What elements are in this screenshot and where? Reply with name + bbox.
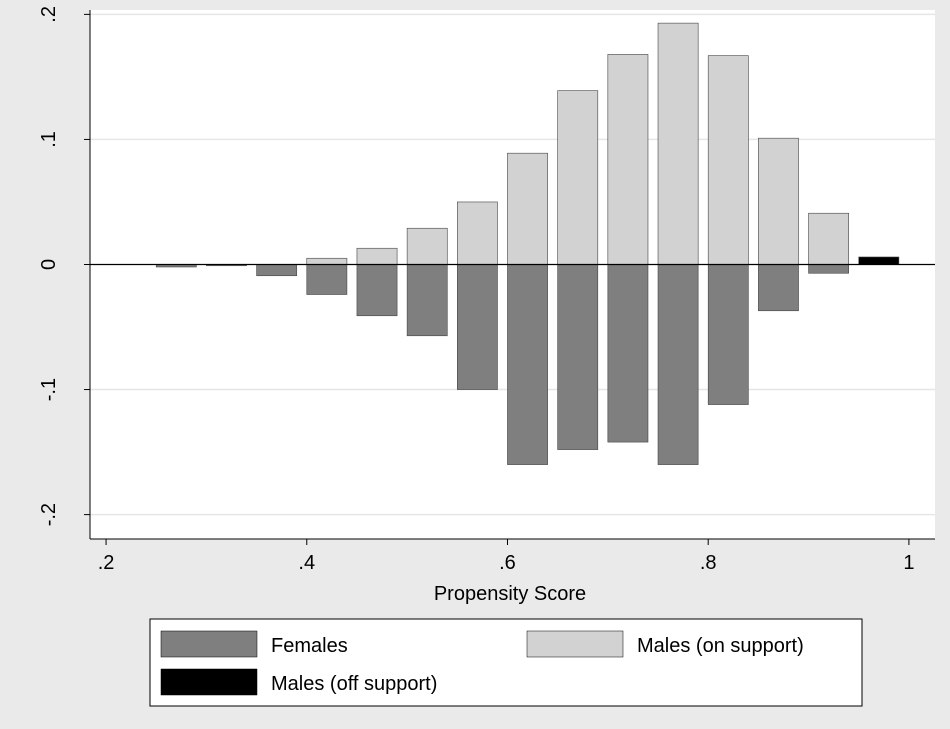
axes xyxy=(89,10,935,540)
x-tick-label: .8 xyxy=(700,552,717,574)
y-tick-label: .2 xyxy=(38,6,60,23)
bar xyxy=(557,264,599,450)
legend-swatch-females xyxy=(160,630,258,658)
bar xyxy=(808,212,849,265)
bar xyxy=(858,256,900,265)
legend-box xyxy=(149,618,863,707)
x-axis-title: Propensity Score xyxy=(434,583,586,605)
legend-label-males-off-support: Males (off support) xyxy=(271,673,437,695)
bars xyxy=(155,22,900,465)
y-tick-label: .1 xyxy=(38,131,60,148)
bar xyxy=(707,55,749,265)
legend-label-females: Females xyxy=(271,635,348,657)
bar xyxy=(758,264,799,312)
y-tick-label: -.2 xyxy=(38,503,60,526)
x-tick-label: .6 xyxy=(499,552,516,574)
bar xyxy=(457,264,498,390)
legend-swatch-males-off-support xyxy=(160,668,258,696)
legend-swatch-males-on-support xyxy=(526,630,624,658)
bar xyxy=(808,264,849,274)
x-tick-label: .2 xyxy=(98,552,115,574)
y-ticks: .2 .1 0 -.1 -.2 xyxy=(38,6,90,526)
bar xyxy=(607,54,649,265)
bar xyxy=(758,137,799,265)
bar xyxy=(657,264,699,465)
y-tick-label: -.1 xyxy=(38,378,60,401)
bar xyxy=(406,264,448,337)
x-tick-label: 1 xyxy=(903,552,914,574)
x-ticks: .2 .4 .6 .8 1 xyxy=(98,539,914,574)
bar xyxy=(507,264,548,465)
bar xyxy=(607,264,649,443)
bar xyxy=(356,247,398,265)
x-tick-label: .4 xyxy=(298,552,315,574)
y-tick-label: 0 xyxy=(38,259,60,270)
bar xyxy=(507,152,548,265)
bar xyxy=(457,201,498,265)
bar xyxy=(306,264,348,295)
legend-label-males-on-support: Males (on support) xyxy=(637,635,804,657)
bar xyxy=(256,264,298,277)
legend: Females Males (on support) Males (off su… xyxy=(149,618,863,707)
bar xyxy=(306,257,348,265)
bar xyxy=(557,90,599,265)
bar xyxy=(707,264,749,405)
bar xyxy=(406,227,448,265)
bar xyxy=(356,264,398,317)
bar xyxy=(657,22,699,265)
